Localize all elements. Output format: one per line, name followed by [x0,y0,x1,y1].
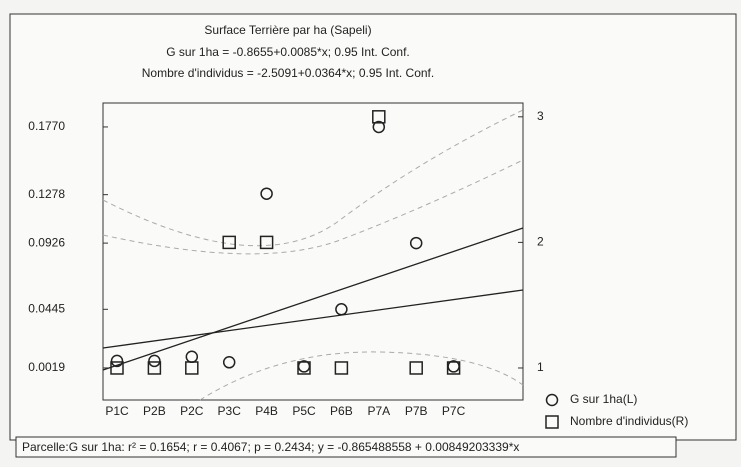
point [372,120,386,134]
point [222,356,236,369]
confidence-band [199,351,524,401]
x-tick-label: P7A [367,404,390,418]
point [335,303,348,316]
x-tick-label: P1C [105,404,129,418]
point [409,361,423,375]
x-tick-label: P6B [330,404,353,418]
plot-area [102,102,524,401]
x-tick-label: P5C [292,404,316,418]
x-tick-label: P7B [405,404,428,418]
confidence-band [102,159,524,255]
legend-marker [545,393,559,407]
point [110,354,124,368]
point [222,235,236,250]
fit-line [102,227,524,371]
y2-tick-label: 2 [537,235,544,249]
chart-subtitle: G sur 1ha = -0.8655+0.0085*x; 0.95 Int. … [166,45,410,59]
point [259,235,274,250]
legend-label: G sur 1ha(L) [570,392,637,406]
chart-subtitle: Nombre d'individus = -2.5091+0.0364*x; 0… [142,66,434,80]
legend-marker [545,415,559,429]
point [147,361,162,375]
x-tick-label: P2B [143,404,166,418]
x-tick-label: P2C [180,404,204,418]
y-tick-label: 0.0019 [28,360,65,374]
point [334,361,349,375]
chart-title: Surface Terrière par ha (Sapeli) [204,23,371,37]
y-tick-label: 0.0445 [28,301,65,315]
y-tick-label: 0.0926 [28,235,65,249]
point [148,354,161,368]
point [297,361,311,375]
point [185,361,199,375]
frame [9,13,737,441]
stats-note: Parcelle:G sur 1ha: r² = 0.1654; r = 0.4… [22,440,519,454]
y2-tick-label: 3 [537,109,544,123]
point [260,187,273,200]
fit-line [102,289,524,349]
point [446,361,461,375]
y-tick-label: 0.1278 [28,187,65,201]
legend-label: Nombre d'individus(R) [570,414,688,428]
confidence-band [102,109,524,247]
y2-tick-label: 1 [537,360,544,374]
y-tick-label: 0.1770 [28,119,65,133]
x-tick-label: P4B [255,404,278,418]
x-tick-label: P7C [442,404,466,418]
stats-box [15,436,677,458]
point [372,110,386,124]
point [409,236,423,250]
x-tick-label: P3C [218,404,242,418]
point [110,361,124,375]
